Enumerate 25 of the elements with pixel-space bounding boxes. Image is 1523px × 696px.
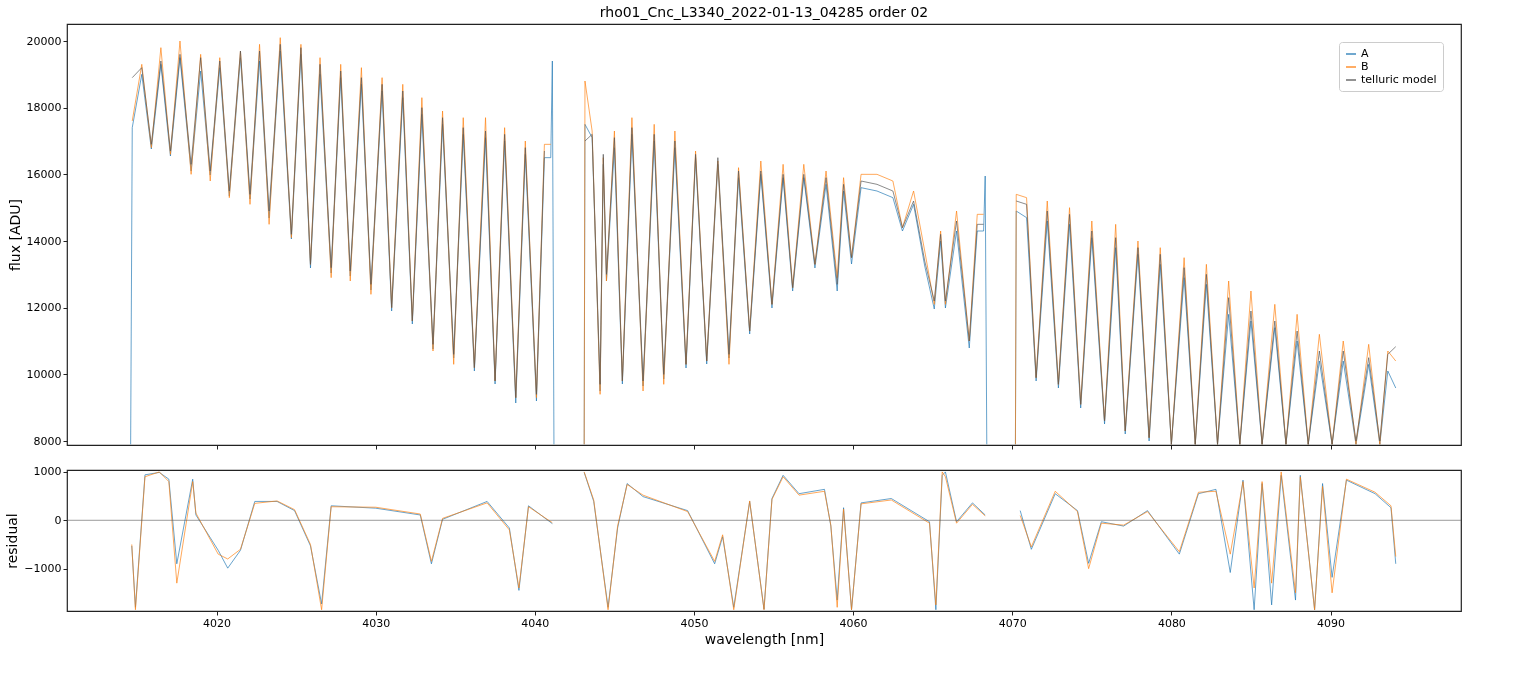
legend-label: B [1361, 60, 1369, 73]
y-tick-label: 16000 [26, 167, 62, 181]
y-tick-label: 18000 [26, 101, 62, 115]
y-tick-label: −1000 [24, 562, 62, 576]
y-axis-title: residual [4, 513, 21, 569]
y-tick-label: 1000 [33, 465, 62, 479]
x-tick-label: 4050 [680, 616, 709, 630]
chart-title: rho01_Cnc_L3340_2022-01-13_04285 order 02 [599, 4, 929, 20]
x-tick-label: 4030 [362, 616, 391, 630]
y-axis-title: flux [ADU] [6, 199, 23, 271]
y-tick-label: 0 [54, 513, 62, 527]
x-tick-label: 4040 [521, 616, 550, 630]
y-tick-label: 8000 [33, 434, 62, 448]
x-tick-label: 4070 [998, 616, 1027, 630]
legend-label: telluric model [1361, 73, 1437, 86]
x-tick-label: 4080 [1157, 616, 1186, 630]
x-tick-label: 4020 [203, 616, 232, 630]
y-tick-label: 10000 [26, 367, 62, 381]
y-tick-label: 14000 [26, 234, 62, 248]
x-axis-title: wavelength [nm] [704, 630, 825, 647]
x-tick-label: 4060 [839, 616, 868, 630]
legend-label: A [1361, 47, 1369, 60]
x-tick-label: 4090 [1317, 616, 1346, 630]
y-tick-label: 12000 [26, 301, 62, 315]
y-tick-label: 20000 [26, 34, 62, 48]
